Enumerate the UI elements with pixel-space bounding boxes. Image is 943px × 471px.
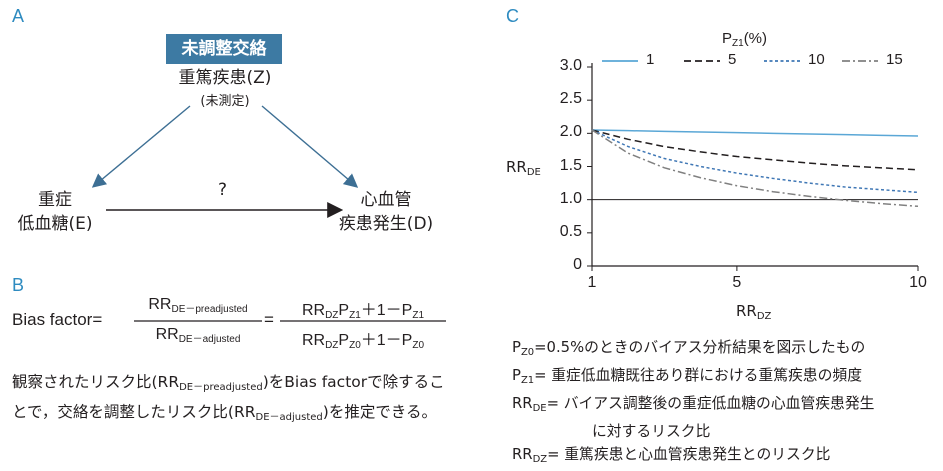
x-tick-label: 5 — [732, 274, 742, 291]
y-axis-title: RRDE — [506, 158, 541, 178]
series-line-5 — [591, 129, 919, 171]
question-mark: ? — [218, 180, 228, 200]
note-pz1: PZ1= 重症低血糖既往あり群における重篤疾患の頻度 — [512, 367, 862, 386]
outcome-node-line1: 心血管 — [360, 190, 412, 210]
fraction1-numerator: RRDE－preadjusted — [148, 296, 248, 315]
fraction2-denominator: RRDZPZ0＋1－PZ0 — [301, 332, 425, 351]
arrow-confounder-to-exposure — [91, 105, 191, 188]
legend-label-10: 10 — [808, 51, 825, 68]
y-tick-label: 1.0 — [559, 189, 582, 207]
y-tick-label: 0.5 — [559, 222, 582, 240]
outcome-node-line2: 疾患発生(D) — [338, 214, 434, 234]
x-tick-label: 10 — [909, 274, 927, 291]
fraction2-numerator: RRDZPZ1＋1－PZ1 — [301, 302, 425, 321]
arrow-confounder-to-outcome — [261, 105, 359, 188]
fraction1-denominator: RRDE－adjusted — [155, 326, 241, 345]
y-tick-label: 1.5 — [559, 156, 582, 174]
legend-title: PZ1(%) — [722, 30, 768, 49]
series-line-10 — [591, 129, 919, 194]
note-rrde-cont: に対するリスク比 — [592, 423, 711, 440]
series-line-15 — [591, 129, 919, 208]
panel-b-label: B — [12, 275, 25, 295]
x-tick-label: 1 — [587, 274, 597, 291]
legend-label-15: 15 — [886, 51, 903, 68]
panel-a-arrows — [91, 105, 446, 322]
confounder-node: 重篤疾患(Z) — [178, 68, 272, 88]
y-tick-label: 2.0 — [559, 123, 582, 141]
sensitivity-chart — [587, 60, 919, 271]
y-tick-label: 0 — [573, 256, 582, 273]
equals-sign: = — [264, 310, 274, 329]
bias-factor-label: Bias factor= — [12, 310, 103, 329]
unadjusted-confounding-label: 未調整交絡 — [166, 34, 282, 64]
series-line-1 — [591, 129, 919, 137]
x-axis-title: RRDZ — [736, 302, 772, 322]
exposure-node-line1: 重症 — [38, 190, 72, 210]
panel-c-label: C — [506, 6, 519, 26]
confounder-note: (未測定) — [200, 94, 250, 109]
chart-notes: PZ0=0.5%のときのバイアス分析結果を図示したもの PZ1= 重症低血糖既往… — [512, 336, 942, 471]
note-pz0: PZ0=0.5%のときのバイアス分析結果を図示したもの — [512, 339, 866, 358]
exposure-node-line2: 低血糖(E) — [17, 214, 93, 234]
legend-label-5: 5 — [728, 51, 737, 68]
legend-label-1: 1 — [646, 51, 655, 68]
bias-factor-description: 観察されたリスク比(RRDE－preadjusted)をBias factorで… — [12, 373, 445, 423]
note-rrdz: RRDZ= 重篤疾患と心血管疾患発生とのリスク比 — [512, 446, 831, 465]
note-rrde: RRDE= バイアス調整後の重症低血糖の心血管疾患発生 — [512, 395, 875, 414]
y-tick-label: 3.0 — [559, 57, 582, 74]
panel-a-label: A — [12, 6, 25, 26]
y-tick-label: 2.5 — [559, 90, 582, 108]
